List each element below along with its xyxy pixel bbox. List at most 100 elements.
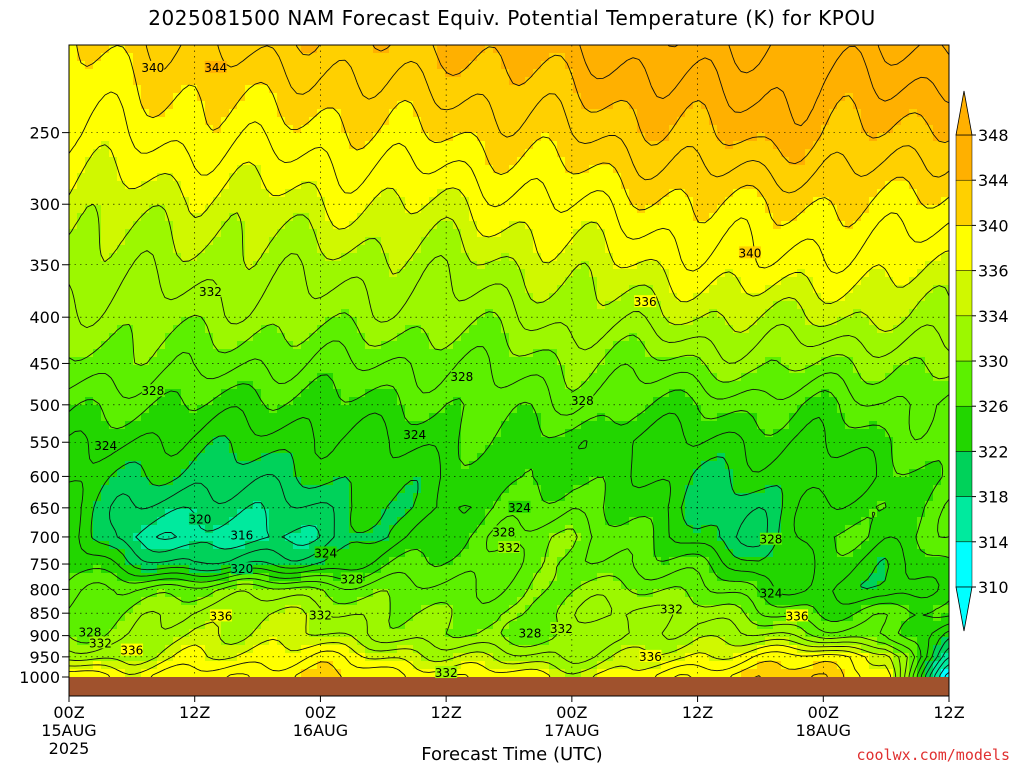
heat-cell-3637: [437, 69, 446, 78]
heat-cell-266: [93, 277, 102, 286]
heat-cell-4008: [469, 509, 478, 518]
heat-cell-3418: [413, 213, 422, 222]
heat-cell-2617: [333, 125, 342, 134]
heat-cell-4148: [485, 365, 494, 374]
heat-cell-932: [157, 549, 166, 558]
heat-cell-624: [125, 613, 134, 622]
heat-cell-3685: [437, 453, 446, 462]
heat-cell-3197: [389, 341, 398, 350]
heat-cell-2465: [317, 173, 326, 182]
heat-cell-1235: [189, 445, 198, 454]
heat-cell-2995: [365, 621, 374, 630]
heat-cell-4273: [501, 101, 510, 110]
heat-cell-3508: [421, 301, 430, 310]
heat-cell-4889: [557, 605, 566, 614]
heat-cell-3926: [461, 485, 470, 494]
heat-cell-4388: [509, 389, 518, 398]
heat-cell-2156: [285, 229, 294, 238]
heat-cell-2490: [317, 373, 326, 382]
heat-cell-57: [69, 501, 78, 510]
heat-cell-4511: [525, 109, 534, 118]
heat-cell-260: [93, 229, 102, 238]
heat-cell-3313: [397, 637, 406, 646]
heat-cell-3186: [389, 253, 398, 262]
heat-cell-3562: [429, 101, 438, 110]
heat-cell-4719: [541, 509, 550, 518]
heat-cell-2080: [277, 253, 286, 262]
heat-cell-3117: [381, 333, 390, 342]
heat-cell-3575: [429, 205, 438, 214]
heat-cell-4734: [541, 629, 550, 638]
heat-cell-2508: [317, 517, 326, 526]
heat-cell-4538: [525, 325, 534, 334]
heat-cell-352: [101, 333, 110, 342]
heat-cell-4577: [525, 637, 534, 646]
heat-cell-1091: [173, 557, 182, 566]
heat-cell-4207: [493, 205, 502, 214]
heat-cell-3963: [469, 149, 478, 158]
heat-cell-4878: [557, 517, 566, 526]
heat-cell-273: [93, 333, 102, 342]
heat-cell-4955: [565, 501, 574, 510]
heat-cell-3370: [405, 461, 414, 470]
heat-cell-3610: [429, 485, 438, 494]
heat-cell-1559: [221, 509, 230, 518]
heat-cell-1200: [189, 165, 198, 174]
heat-cell-233: [85, 645, 94, 654]
heat-cell-863: [149, 629, 158, 638]
heat-cell-3600: [429, 405, 438, 414]
heat-cell-2298: [301, 101, 310, 110]
heat-cell-1221: [189, 333, 198, 342]
heat-cell-1978: [269, 69, 278, 78]
heat-cell-1954: [261, 509, 270, 518]
heat-cell-3634: [437, 45, 446, 54]
heat-cell-2647: [333, 365, 342, 374]
heat-cell-4397: [509, 461, 518, 470]
heat-cell-2258: [293, 413, 302, 422]
heat-cell-2408: [309, 349, 318, 358]
heat-cell-2793: [349, 269, 358, 278]
heat-cell-940: [157, 613, 166, 622]
heat-cell-2645: [333, 349, 342, 358]
heat-cell-3513: [421, 341, 430, 350]
heat-cell-1900: [261, 77, 270, 86]
heat-cell-4774: [549, 317, 558, 326]
heat-cell-3694: [437, 525, 446, 534]
heat-cell-2176: [285, 389, 294, 398]
heat-cell-4840: [557, 213, 566, 222]
heat-cell-1129: [181, 229, 190, 238]
heat-cell-3687: [437, 469, 446, 478]
heat-cell-170: [85, 141, 94, 150]
heat-cell-2628: [333, 213, 342, 222]
heat-cell-4554: [525, 453, 534, 462]
heat-cell-97: [77, 189, 86, 198]
heat-cell-3157: [381, 653, 390, 662]
heat-cell-1427: [213, 85, 222, 94]
heat-cell-4851: [557, 301, 566, 310]
heat-cell-4141: [485, 309, 494, 318]
heat-cell-2318: [301, 261, 310, 270]
heat-cell-3398: [413, 53, 422, 62]
heat-cell-483: [117, 117, 126, 126]
heat-cell-2539: [325, 133, 334, 142]
heat-cell-3408: [413, 133, 422, 142]
heat-cell-1337: [197, 629, 206, 638]
heat-cell-3858: [453, 573, 462, 582]
heat-cell-1781: [245, 389, 254, 398]
heat-cell-2986: [365, 549, 374, 558]
heat-cell-2123: [277, 597, 286, 606]
heat-cell-3413: [413, 173, 422, 182]
heat-cell-3672: [437, 349, 446, 358]
heat-cell-1367: [205, 237, 214, 246]
heat-cell-2758: [341, 621, 350, 630]
heat-cell-3298: [397, 517, 406, 526]
heat-cell-1045: [173, 189, 182, 198]
heat-cell-626: [125, 629, 134, 638]
heat-cell-3736: [445, 229, 454, 238]
heat-cell-4551: [525, 429, 534, 438]
heat-cell-441: [109, 413, 118, 422]
heat-cell-2712: [341, 253, 350, 262]
heat-cell-30: [69, 285, 78, 294]
heat-cell-184: [85, 253, 94, 262]
heat-cell-282: [93, 405, 102, 414]
